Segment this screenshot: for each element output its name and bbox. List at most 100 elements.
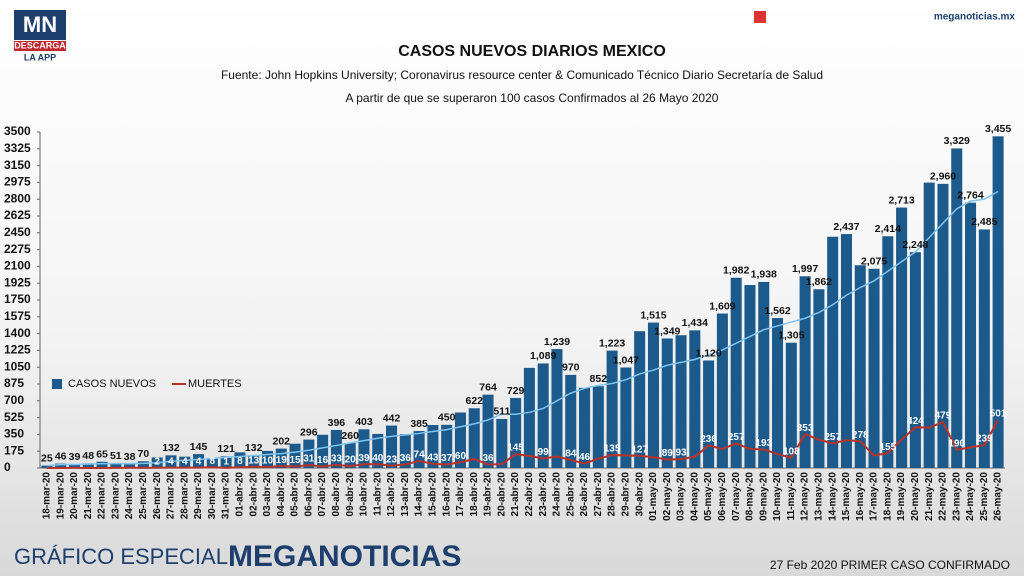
y-tick-label: 2975 (4, 175, 31, 189)
data-label: 1,609 (709, 300, 735, 312)
data-label: 10 (262, 456, 274, 467)
x-tick-label: 29-mar-20 (193, 472, 204, 520)
x-tick-label: 21-abr-20 (510, 472, 521, 517)
data-label: 296 (300, 426, 318, 438)
x-tick-label: 19-abr-20 (483, 472, 494, 517)
y-tick-label: 1400 (4, 326, 31, 340)
x-tick-label: 13-may-20 (814, 472, 825, 521)
x-tick-label: 26-abr-20 (579, 472, 590, 517)
bar (427, 424, 439, 468)
x-tick-label: 28-mar-20 (179, 472, 190, 520)
bar (317, 434, 329, 468)
data-label: 2,248 (902, 239, 928, 251)
data-label: 1,349 (654, 325, 680, 337)
x-tick-label: 30-abr-20 (634, 472, 645, 517)
logo-app: LA APP (24, 52, 56, 62)
y-tick-label: 3325 (4, 141, 31, 155)
x-tick-label: 25-may-20 (979, 472, 990, 521)
bar (606, 350, 618, 468)
x-tick-label: 21-mar-20 (83, 472, 94, 520)
data-label: 43 (427, 453, 439, 464)
data-label: 442 (383, 412, 401, 424)
bar (496, 418, 508, 468)
data-label: 622 (465, 395, 483, 407)
data-label: 2,485 (971, 216, 997, 228)
x-tick-label: 22-abr-20 (524, 472, 535, 517)
bar (441, 424, 453, 468)
bar (703, 360, 715, 468)
data-label: 190 (948, 438, 965, 449)
y-tick-label: 2800 (4, 191, 31, 205)
x-tick-label: 17-may-20 (869, 472, 880, 521)
bar (620, 367, 632, 468)
x-tick-label: 14-may-20 (827, 472, 838, 521)
x-tick-label: 22-mar-20 (97, 472, 108, 520)
bar (579, 387, 591, 468)
data-label: 2,075 (861, 256, 887, 268)
data-label: 2,713 (888, 194, 914, 206)
line (46, 419, 999, 469)
bar (772, 318, 784, 468)
data-label: 1,305 (778, 330, 804, 342)
data-label: 15 (289, 455, 301, 466)
x-tick-label: 05-abr-20 (290, 472, 301, 517)
x-tick-label: 08-may-20 (745, 472, 756, 521)
data-label: 8 (210, 456, 216, 467)
data-label: 729 (507, 385, 525, 397)
x-tick-label: 14-abr-20 (414, 472, 425, 517)
bar (137, 461, 149, 468)
x-tick-label: 25-abr-20 (565, 472, 576, 517)
data-label: 260 (341, 430, 359, 442)
data-label: 970 (562, 362, 580, 374)
data-label: 74 (414, 450, 426, 461)
data-label: 202 (272, 435, 290, 447)
bar (330, 429, 342, 468)
x-tick-label: 01-may-20 (648, 472, 659, 521)
x-tick-label: 16-abr-20 (441, 472, 452, 517)
bar (592, 386, 604, 468)
x-tick-label: 04-may-20 (689, 472, 700, 521)
y-tick-label: 2625 (4, 208, 31, 222)
x-tick-label: 29-abr-20 (621, 472, 632, 517)
x-tick-label: 02-abr-20 (248, 472, 259, 517)
x-tick-label: 01-abr-20 (235, 472, 246, 517)
x-tick-label: 16-may-20 (855, 472, 866, 521)
x-tick-label: 25-mar-20 (138, 472, 149, 520)
bar (482, 394, 494, 468)
bar (813, 289, 825, 468)
bar (730, 277, 742, 468)
logo: MN (23, 12, 57, 37)
data-label: 89 (662, 448, 674, 459)
bar (992, 136, 1004, 468)
y-tick-label: 2450 (4, 225, 31, 239)
legend-swatch (52, 379, 62, 389)
y-tick-label: 2100 (4, 259, 31, 273)
data-label: 1,562 (764, 305, 790, 317)
data-label: 121 (217, 443, 235, 455)
x-tick-label: 19-may-20 (896, 472, 907, 521)
bar (882, 236, 894, 468)
x-tick-label: 31-mar-20 (221, 472, 232, 520)
data-label: 4 (196, 456, 202, 467)
x-tick-label: 05-may-20 (703, 472, 714, 521)
bar (551, 349, 563, 468)
chart-title: CASOS NUEVOS DIARIOS MEXICO (398, 43, 666, 60)
bar (937, 183, 949, 468)
data-label: 84 (565, 449, 577, 460)
x-tick-label: 20-may-20 (910, 472, 921, 521)
bar (799, 276, 811, 468)
x-tick-label: 19-mar-20 (55, 472, 66, 520)
bar (206, 458, 218, 468)
bar (661, 338, 673, 468)
bar (840, 234, 852, 468)
y-tick-label: 1050 (4, 359, 31, 373)
bar (689, 330, 701, 468)
y-tick-label: 0 (4, 460, 11, 474)
data-label: 65 (96, 449, 108, 461)
data-label: 1,862 (806, 276, 832, 288)
data-label: 1,515 (640, 309, 666, 321)
bar (965, 202, 977, 468)
bar (951, 148, 963, 468)
x-tick-label: 09-abr-20 (345, 472, 356, 517)
